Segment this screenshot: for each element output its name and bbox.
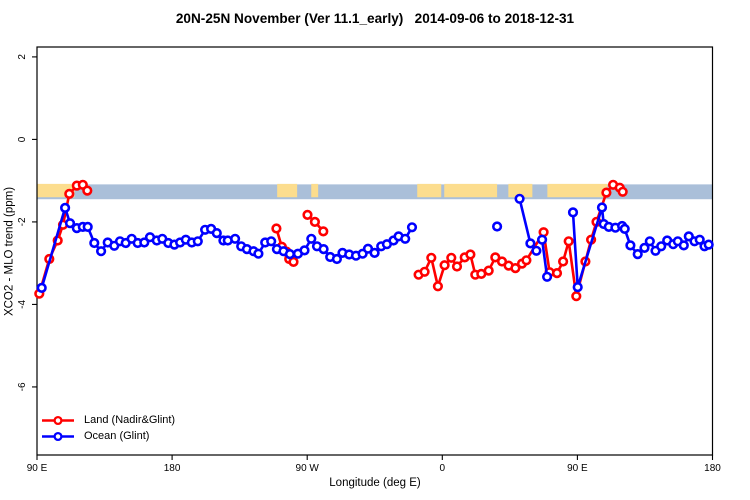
x-tick-label: 90 E bbox=[567, 463, 588, 474]
y-tick-label: -4 bbox=[17, 300, 28, 309]
land-series-point bbox=[426, 252, 437, 263]
x-tick-label: 0 bbox=[440, 463, 446, 474]
ocean-series-point bbox=[400, 233, 411, 244]
ocean-series-point bbox=[525, 238, 536, 249]
ocean-series-point bbox=[567, 207, 579, 218]
ocean-series-point bbox=[514, 193, 525, 204]
map-band-land bbox=[547, 183, 608, 198]
ocean-series-point bbox=[64, 218, 76, 229]
legend-item: Ocean (Glint) bbox=[41, 428, 175, 444]
land-series-point bbox=[557, 256, 569, 267]
x-axis-label: Longitude (deg E) bbox=[329, 477, 421, 489]
land-series-point bbox=[64, 188, 75, 199]
ocean-series-point bbox=[625, 240, 636, 251]
land-series-point bbox=[521, 255, 532, 266]
land-series-point bbox=[451, 261, 463, 272]
land-series-point bbox=[551, 268, 563, 279]
land-series-line bbox=[38, 183, 89, 295]
land-series-point bbox=[432, 281, 444, 292]
land-series-point bbox=[617, 186, 628, 197]
ocean-series-point bbox=[541, 271, 553, 282]
ocean-series-point bbox=[632, 249, 643, 260]
ocean-series-point bbox=[331, 253, 343, 265]
legend: Land (Nadir&Glint) Ocean (Glint) bbox=[41, 412, 175, 444]
land-series-point bbox=[465, 249, 476, 260]
ocean-series-point bbox=[531, 245, 542, 256]
ocean-series-point bbox=[596, 202, 608, 213]
ocean-series-point bbox=[59, 202, 71, 213]
ocean-series-point bbox=[82, 221, 93, 232]
map-band-land bbox=[417, 183, 442, 198]
legend-label: Ocean (Glint) bbox=[84, 429, 150, 442]
ocean-series-point bbox=[266, 236, 277, 247]
legend-marker-icon bbox=[42, 415, 74, 425]
map-band-ocean bbox=[37, 184, 713, 200]
map-band-land bbox=[277, 183, 298, 198]
ocean-series-point bbox=[406, 222, 418, 233]
chart-title: 20N-25N November (Ver 11.1_early) 2014-0… bbox=[175, 11, 575, 26]
land-series-point bbox=[271, 223, 282, 234]
ocean-series-point bbox=[369, 247, 380, 258]
ocean-series-point bbox=[492, 221, 503, 232]
ocean-series-point bbox=[703, 239, 714, 250]
ocean-series-point bbox=[230, 233, 241, 244]
ocean-series-point bbox=[306, 233, 317, 244]
ocean-series-point bbox=[694, 234, 705, 245]
legend-label: Land (Nadir&Glint) bbox=[84, 413, 176, 426]
map-band-land bbox=[508, 183, 533, 198]
ocean-series-point bbox=[572, 282, 583, 293]
y-tick-label: -6 bbox=[17, 382, 28, 391]
y-tick-label: -2 bbox=[17, 217, 28, 226]
plot-border bbox=[36, 46, 714, 456]
land-series-point bbox=[419, 266, 430, 277]
land-series-point bbox=[439, 260, 450, 271]
ocean-series-point bbox=[284, 249, 296, 260]
ocean-series-point bbox=[644, 236, 655, 247]
land-series-point bbox=[510, 263, 521, 274]
x-tick-label: 90 W bbox=[296, 463, 320, 474]
land-series-point bbox=[318, 226, 329, 237]
ocean-series-line bbox=[540, 239, 549, 277]
land-series-point bbox=[601, 187, 612, 198]
x-tick-label: 180 bbox=[704, 463, 721, 474]
ocean-series-point bbox=[299, 245, 310, 256]
land-series-point bbox=[446, 252, 457, 263]
land-series-point bbox=[302, 209, 313, 220]
ocean-series-point bbox=[678, 240, 689, 251]
land-series-point bbox=[309, 216, 321, 227]
y-tick-label: 2 bbox=[17, 54, 28, 60]
ocean-series-point bbox=[639, 242, 650, 253]
land-series-point bbox=[82, 185, 93, 196]
map-band-land bbox=[444, 183, 498, 198]
legend-marker-icon bbox=[42, 431, 74, 441]
ocean-series-point bbox=[95, 246, 107, 257]
ocean-series-point bbox=[253, 248, 264, 259]
ocean-series-point bbox=[89, 237, 100, 249]
ocean-series-point bbox=[619, 223, 630, 234]
ocean-series-point bbox=[211, 228, 222, 239]
ocean-series-point bbox=[536, 234, 548, 245]
y-tick-label: 0 bbox=[17, 136, 28, 142]
ocean-series-point bbox=[318, 244, 329, 255]
legend-item: Land (Nadir&Glint) bbox=[41, 412, 175, 428]
map-band-land bbox=[311, 183, 319, 198]
land-series-point bbox=[571, 291, 582, 302]
ocean-series-point bbox=[192, 236, 203, 247]
ocean-series-point bbox=[656, 241, 667, 252]
land-series-point bbox=[483, 265, 494, 276]
x-tick-label: 90 E bbox=[27, 463, 48, 474]
ocean-series-point bbox=[36, 282, 47, 294]
x-tick-label: 180 bbox=[164, 463, 181, 474]
land-series-point bbox=[288, 256, 299, 268]
land-series-point bbox=[563, 236, 574, 247]
